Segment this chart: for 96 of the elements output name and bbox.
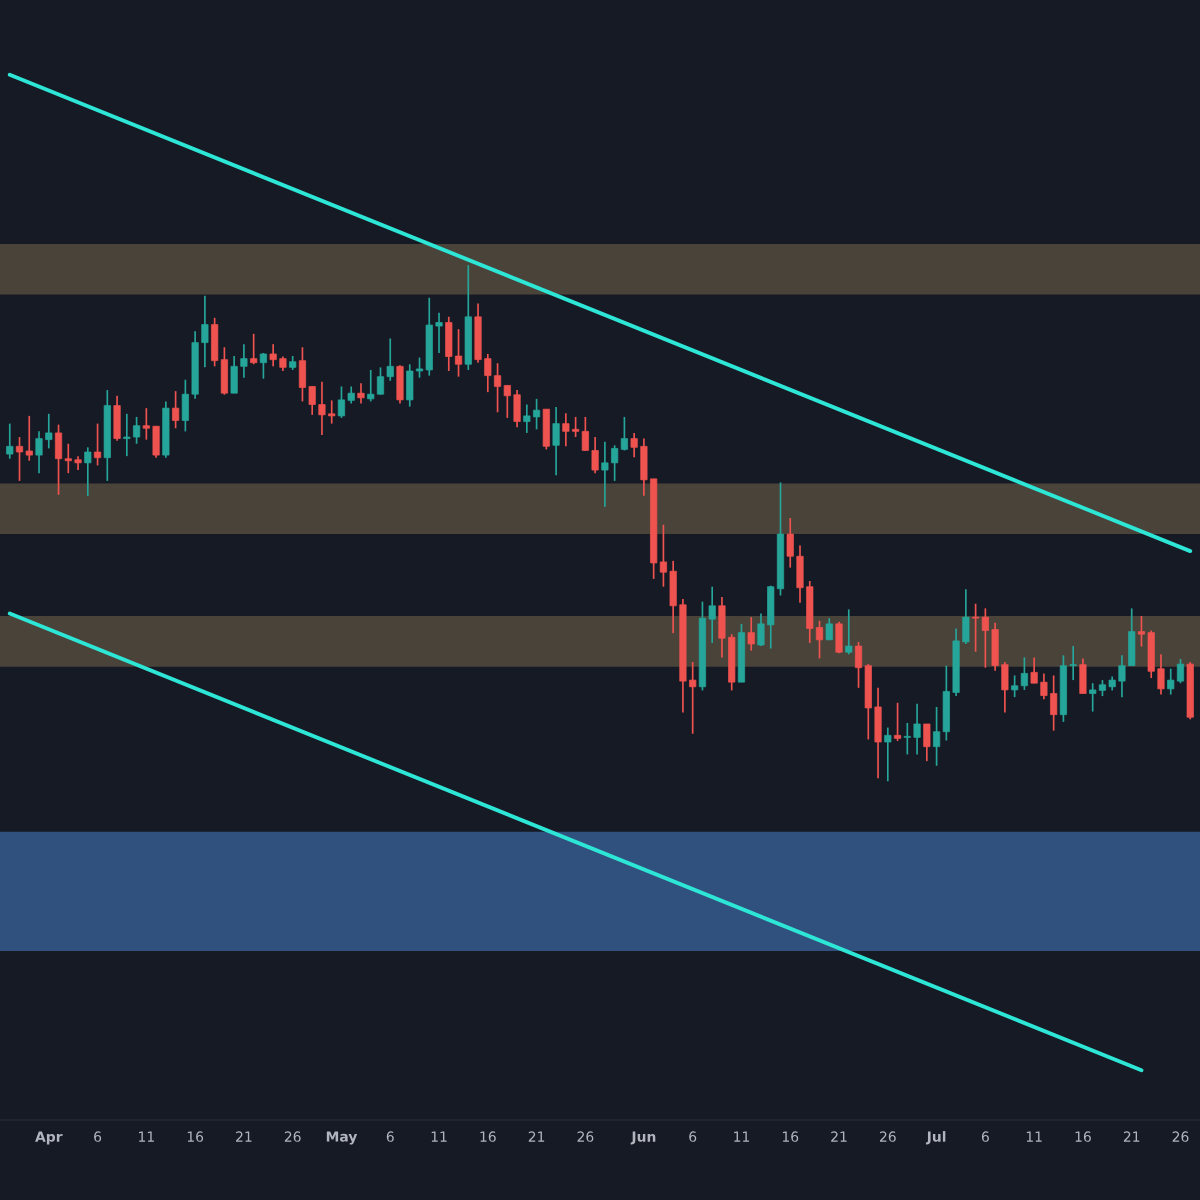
candlestick	[659, 523, 667, 588]
candlestick	[923, 723, 931, 762]
x-tick-label: 6	[981, 1131, 989, 1142]
candlestick	[376, 366, 385, 396]
candlestick	[367, 369, 375, 403]
candlestick	[1176, 658, 1185, 685]
candlestick	[454, 328, 463, 378]
candlestick	[1050, 674, 1058, 732]
candlestick	[552, 406, 560, 477]
candlestick	[133, 416, 141, 445]
x-tick-label: 11	[1026, 1131, 1042, 1142]
x-tick-label: 11	[734, 1131, 750, 1142]
x-tick-label: Jun	[630, 1131, 656, 1145]
candlestick	[689, 661, 697, 735]
x-tick-label: 11	[431, 1131, 447, 1142]
candlestick	[6, 422, 14, 460]
x-tick-label: 26	[1172, 1131, 1189, 1142]
candlestick	[1011, 674, 1019, 698]
x-tick-label: 16	[480, 1131, 496, 1142]
candlestick	[884, 726, 892, 783]
x-tick-label: 26	[284, 1131, 301, 1142]
candlestick	[815, 619, 824, 660]
candlestick	[201, 294, 209, 369]
candlestick	[503, 384, 511, 419]
candlestick	[572, 416, 580, 438]
candlestick	[1020, 656, 1028, 691]
candlestick	[562, 412, 570, 448]
x-tick-label: 26	[577, 1131, 594, 1142]
candlestick	[1118, 654, 1126, 698]
candlestick	[142, 407, 150, 441]
candlestick	[591, 436, 599, 474]
x-tick-label: 21	[1123, 1131, 1140, 1142]
candlestick	[93, 422, 102, 467]
x-tick-label: 21	[236, 1131, 252, 1142]
candlestick	[786, 517, 794, 569]
candlestick	[84, 446, 92, 497]
x-tick-label: 16	[187, 1131, 204, 1142]
x-tick-label: 26	[879, 1131, 896, 1142]
candlestick	[35, 430, 43, 474]
candlestick	[357, 382, 365, 405]
candlestick	[523, 403, 531, 434]
candlestick	[747, 616, 755, 652]
candlestick	[533, 398, 541, 431]
candlestick	[308, 385, 316, 416]
x-tick-label: 6	[689, 1131, 697, 1142]
candlestick	[328, 399, 336, 425]
x-tick-label: Apr	[35, 1131, 63, 1145]
candlestick	[893, 701, 902, 742]
candlestick	[240, 343, 248, 379]
candlestick	[1137, 615, 1146, 648]
candlestick	[601, 440, 609, 508]
candlestick	[259, 352, 267, 380]
candlestick	[972, 602, 980, 653]
candlestick	[123, 412, 131, 457]
x-tick-label: 11	[139, 1131, 154, 1142]
candlestick	[913, 702, 921, 756]
candlestick	[172, 390, 180, 430]
candlestick	[484, 353, 492, 393]
candlestick	[269, 343, 277, 368]
candlestick	[981, 607, 989, 669]
candlestick	[825, 617, 833, 641]
x-tick-label: 21	[528, 1131, 545, 1142]
candlestick	[25, 415, 33, 462]
x-tick-label: May	[326, 1131, 358, 1145]
x-tick-label: 16	[1075, 1131, 1091, 1142]
x-tick-label: 21	[831, 1131, 847, 1142]
candlestick	[611, 444, 619, 482]
candlestick	[845, 608, 853, 656]
candlestick	[1167, 667, 1175, 696]
candlestick	[45, 412, 53, 450]
candlestick	[933, 706, 941, 767]
candlestick	[1089, 682, 1097, 713]
candlestick	[15, 436, 24, 482]
candlestick	[493, 362, 502, 414]
candlestick	[1030, 656, 1038, 685]
candlestick	[757, 612, 765, 647]
x-tick-label: 16	[782, 1131, 799, 1142]
candlestick	[435, 311, 443, 354]
candlestick	[415, 356, 424, 379]
candlestick	[1157, 653, 1165, 696]
candlestick	[1069, 645, 1077, 681]
candlestick	[854, 641, 863, 689]
candlestick	[620, 416, 628, 452]
candlestick	[1040, 672, 1048, 701]
candlestick	[337, 385, 346, 419]
candlestick	[318, 380, 326, 436]
candlestick	[630, 432, 638, 458]
candlestick	[64, 442, 72, 474]
candlestick	[386, 337, 394, 382]
candlestick	[581, 416, 589, 452]
candlestick	[250, 332, 258, 366]
candlestick	[708, 585, 716, 644]
candlestick	[903, 722, 911, 756]
x-tick-label: 6	[94, 1131, 102, 1142]
x-tick-label: 6	[386, 1131, 394, 1142]
x-tick-label: Jul	[925, 1131, 946, 1145]
